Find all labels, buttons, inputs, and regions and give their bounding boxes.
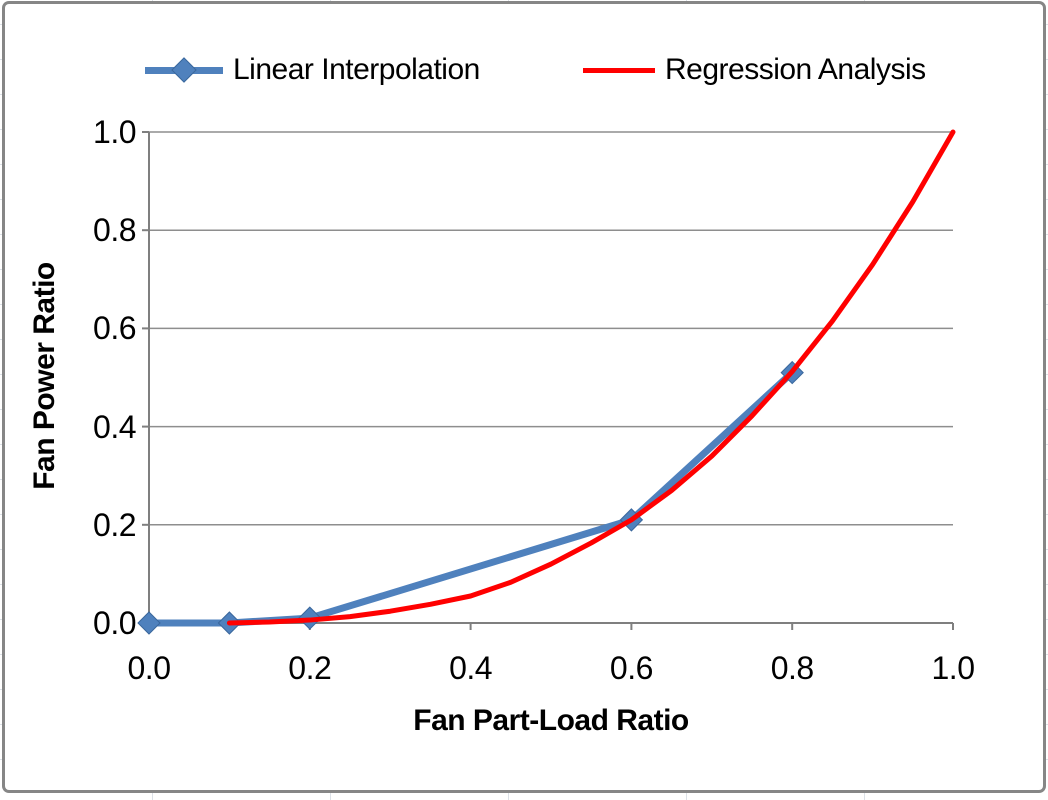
y-tick-label: 0.8: [93, 212, 136, 249]
x-tick-label: 1.0: [931, 650, 975, 686]
y-axis-title: Fan Power Ratio: [28, 262, 61, 490]
y-tick-label: 0.0: [93, 605, 136, 641]
plot-area[interactable]: [5, 4, 1043, 790]
legend-line-sample-blue: [145, 48, 223, 92]
x-axis-title: Fan Part-Load Ratio: [413, 704, 689, 737]
x-tick-label: 0.2: [288, 650, 332, 686]
x-tick-label: 0.6: [609, 650, 653, 686]
y-tick-label: 1.0: [93, 114, 136, 150]
legend-label-linear-interpolation: Linear Interpolation: [233, 53, 480, 86]
legend-item-regression-analysis[interactable]: Regression Analysis: [583, 48, 926, 92]
x-tick-label: 0.8: [770, 650, 814, 686]
x-tick-label: 0.4: [449, 650, 493, 686]
y-tick-label: 0.2: [93, 506, 136, 543]
legend-line-sample-red: [583, 48, 655, 92]
legend-item-linear-interpolation[interactable]: Linear Interpolation: [145, 48, 480, 92]
y-tick-label: 0.6: [93, 310, 136, 347]
y-tick-label: 0.4: [93, 408, 136, 445]
legend-line-icon: [583, 67, 655, 73]
x-tick-label: 0.0: [127, 650, 171, 686]
legend-label-regression-analysis: Regression Analysis: [665, 53, 926, 86]
chart-object[interactable]: Linear Interpolation Regression Analysis…: [5, 4, 1043, 790]
